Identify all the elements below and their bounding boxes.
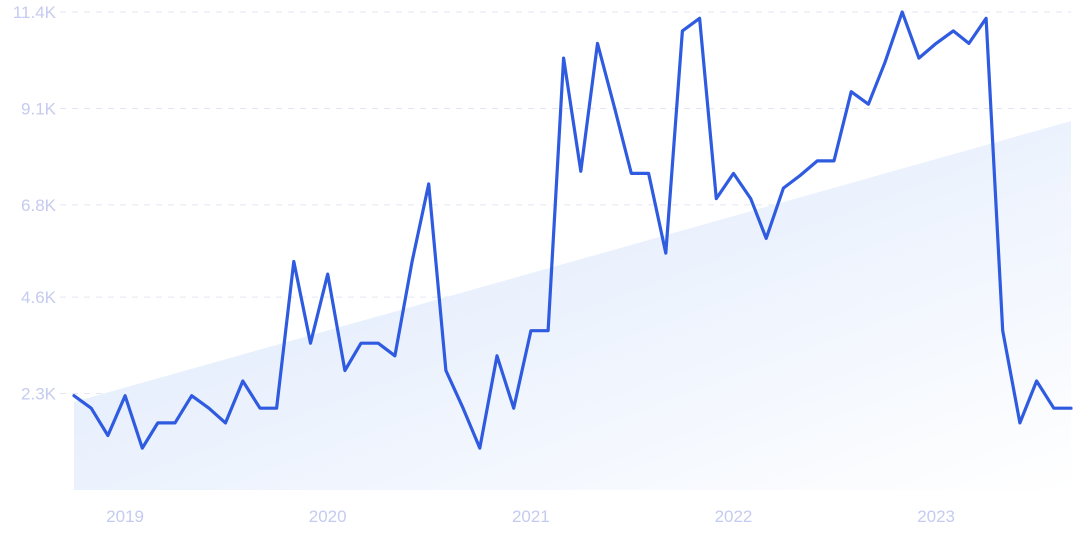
data-point[interactable] <box>339 365 351 377</box>
data-point[interactable] <box>152 417 164 429</box>
data-point[interactable] <box>575 165 587 177</box>
data-point[interactable] <box>542 325 554 337</box>
data-point[interactable] <box>727 167 739 179</box>
data-point[interactable] <box>102 429 114 441</box>
data-point[interactable] <box>845 86 857 98</box>
data-point[interactable] <box>710 193 722 205</box>
data-point[interactable] <box>491 350 503 362</box>
x-tick-label: 2023 <box>917 507 955 526</box>
data-point[interactable] <box>947 25 959 37</box>
y-tick-label: 6.8K <box>21 196 57 215</box>
data-point[interactable] <box>777 182 789 194</box>
trend-area <box>74 121 1071 490</box>
y-tick-label: 11.4K <box>13 3 57 22</box>
data-point[interactable] <box>745 193 757 205</box>
data-point[interactable] <box>525 325 537 337</box>
x-tick-label: 2021 <box>512 507 550 526</box>
series <box>68 6 1073 454</box>
y-tick-label: 9.1K <box>21 99 57 118</box>
data-point[interactable] <box>828 155 840 167</box>
data-point[interactable] <box>643 167 655 179</box>
x-tick-label: 2020 <box>309 507 347 526</box>
data-point[interactable] <box>997 325 1009 337</box>
data-point[interactable] <box>879 56 891 68</box>
x-tick-label: 2022 <box>715 507 753 526</box>
data-point[interactable] <box>609 102 621 114</box>
y-tick-label: 4.6K <box>21 288 57 307</box>
data-point[interactable] <box>1014 417 1026 429</box>
data-point[interactable] <box>68 390 80 402</box>
data-point[interactable] <box>271 402 283 414</box>
y-tick-label: 2.3K <box>21 385 57 404</box>
data-point[interactable] <box>237 375 249 387</box>
data-point[interactable] <box>457 402 469 414</box>
data-point[interactable] <box>625 167 637 179</box>
data-point[interactable] <box>794 170 806 182</box>
data-point[interactable] <box>136 442 148 454</box>
data-point[interactable] <box>913 52 925 64</box>
data-point[interactable] <box>862 98 874 110</box>
data-point[interactable] <box>355 337 367 349</box>
data-point[interactable] <box>203 402 215 414</box>
y-axis: 2.3K 4.6K 6.8K 9.1K 11.4K <box>13 3 57 404</box>
data-point[interactable] <box>980 12 992 24</box>
data-point[interactable] <box>474 442 486 454</box>
data-point[interactable] <box>660 247 672 259</box>
data-point[interactable] <box>304 337 316 349</box>
data-point[interactable] <box>760 232 772 244</box>
data-point[interactable] <box>811 155 823 167</box>
trend-area-shape <box>74 121 1071 490</box>
data-point[interactable] <box>288 255 300 267</box>
data-point[interactable] <box>930 37 942 49</box>
data-point[interactable] <box>322 268 334 280</box>
x-tick-label: 2019 <box>106 507 144 526</box>
data-point[interactable] <box>423 178 435 190</box>
data-point[interactable] <box>558 52 570 64</box>
data-point[interactable] <box>508 402 520 414</box>
data-point[interactable] <box>1048 402 1060 414</box>
x-axis: 2019 2020 2021 2022 2023 <box>106 507 955 526</box>
data-point[interactable] <box>591 37 603 49</box>
data-point[interactable] <box>406 255 418 267</box>
data-point[interactable] <box>186 390 198 402</box>
data-point[interactable] <box>220 417 232 429</box>
data-point[interactable] <box>389 350 401 362</box>
data-point[interactable] <box>896 6 908 18</box>
data-point[interactable] <box>85 402 97 414</box>
data-point[interactable] <box>1031 375 1043 387</box>
data-point[interactable] <box>963 37 975 49</box>
data-point[interactable] <box>694 12 706 24</box>
data-point[interactable] <box>372 337 384 349</box>
data-point[interactable] <box>119 390 131 402</box>
data-point[interactable] <box>440 365 452 377</box>
data-point[interactable] <box>254 402 266 414</box>
series-line <box>72 10 1073 450</box>
data-point[interactable] <box>676 25 688 37</box>
data-point[interactable] <box>169 417 181 429</box>
